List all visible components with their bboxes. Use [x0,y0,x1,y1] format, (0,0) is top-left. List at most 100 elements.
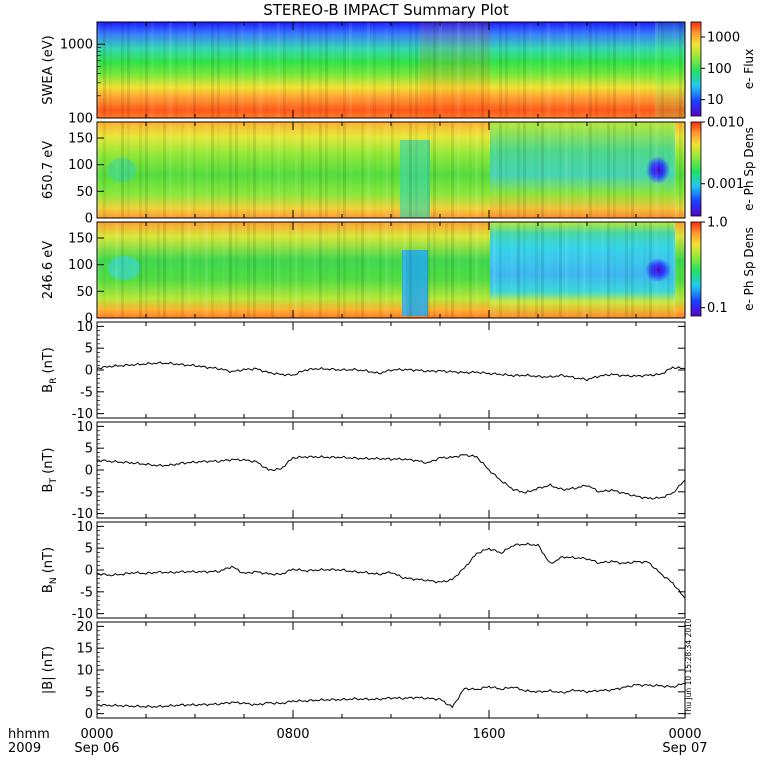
y-tick-label: -5 [80,385,93,400]
spectrogram-streak [385,223,388,317]
spectrogram-streak [643,223,646,317]
spectrogram-streak [193,223,196,317]
spectrogram-streak [487,223,490,317]
spectrogram-streak [511,23,514,117]
spectrogram-streak [637,123,640,217]
spectrogram-streak [565,123,568,217]
spectrogram-streak [295,223,298,317]
spectrogram-streak [643,23,646,117]
spectrogram-streak [289,23,292,117]
spectrogram-streak [619,123,622,217]
spectrogram-streak [517,23,520,117]
spectrogram-streak [343,223,346,317]
spectrogram-streak [439,23,442,117]
colorbar-tick-label: 0.001 [707,177,744,192]
spectrogram-streak [595,123,598,217]
spectrogram-streak [463,123,466,217]
spectrogram-streak [259,123,262,217]
spectrogram-streak [217,123,220,217]
spectrogram-streak [637,23,640,117]
spectrogram-streak [103,23,106,117]
y-axis-label: SWEA (eV) [41,35,56,104]
spectrogram-streak [235,223,238,317]
spectrogram-streak [673,23,676,117]
plot-title: STEREO-B IMPACT Summary Plot [263,1,509,19]
spectrogram-streak [565,223,568,317]
spectrogram-streak [589,223,592,317]
time-tick-date: Sep 06 [74,741,119,756]
spectrogram-streak [121,223,124,317]
spectrogram-streak [409,223,412,317]
spectrogram-streak [145,123,148,217]
spectrogram-streak [481,223,484,317]
spectrogram-streak [115,23,118,117]
y-tick-label: 100 [68,158,93,173]
spectrogram-streak [565,23,568,117]
spectrogram-streak [109,23,112,117]
spectrogram-streak [397,23,400,117]
spectrogram-streak [673,223,676,317]
y-tick-label: 150 [68,232,93,247]
spectrogram-streak [127,23,130,117]
y-tick-label: -10 [72,407,93,422]
spectrogram-streak [259,223,262,317]
spectrogram-streak [283,123,286,217]
spectrogram-streak [667,23,670,117]
spectrogram-streak [307,123,310,217]
spectrogram-streak [241,23,244,117]
spectrogram-streak [451,23,454,117]
spectrogram-streak [391,123,394,217]
spectrogram-streak [451,223,454,317]
spectrogram-streak [493,23,496,117]
colorbar-pad2 [690,221,702,317]
spectrogram-streak [295,23,298,117]
spectrogram-streak [457,223,460,317]
spectrogram-streak [553,223,556,317]
spectrogram-streak [331,223,334,317]
spectrogram-streak [229,223,232,317]
spectrogram-streak [499,123,502,217]
spectrogram-streak [631,23,634,117]
spectrogram-streak [133,223,136,317]
spectrogram-streak [655,123,658,217]
spectrogram-streak [331,123,334,217]
spectrogram-streak [349,223,352,317]
spectrogram-streak [169,23,172,117]
y-axis-label: 650.7 eV [41,141,56,199]
spectrogram-streak [97,223,100,317]
spectrogram-streak [469,223,472,317]
spectrogram-streak [115,123,118,217]
spectrogram-streak [523,223,526,317]
spectrogram-streak [571,123,574,217]
spectrogram-streak [595,223,598,317]
spectrogram-streak [325,223,328,317]
data-line [97,682,686,709]
spectrogram-streak [649,23,652,117]
spectrogram-streak [661,123,664,217]
spectrogram-streak [469,123,472,217]
data-line [96,454,686,500]
spectrogram-streak [199,23,202,117]
y-tick-label: -10 [72,607,93,622]
spectrogram-streak [181,223,184,317]
spectrogram-streak [145,223,148,317]
spectrogram-streak [187,223,190,317]
spectrogram-streak [367,223,370,317]
spectrogram-streak [415,123,418,217]
spectrogram-streak [559,23,562,117]
colorbar-label: e- Ph Sp Dens [742,127,756,211]
spectrogram-streak [331,23,334,117]
spectrogram-streak [445,123,448,217]
spectrogram-streak [409,123,412,217]
spectrogram-streak [241,123,244,217]
spectrogram-streak [163,223,166,317]
spectrogram-streak [361,23,364,117]
spectrogram-streak [505,123,508,217]
spectrogram-streak [583,223,586,317]
spectrogram-streak [283,23,286,117]
spectrogram-streak [475,123,478,217]
spectrogram-streak [649,123,652,217]
spectrogram-streak [175,223,178,317]
spectrogram-streak [313,123,316,217]
spectrogram-streak [145,23,148,117]
